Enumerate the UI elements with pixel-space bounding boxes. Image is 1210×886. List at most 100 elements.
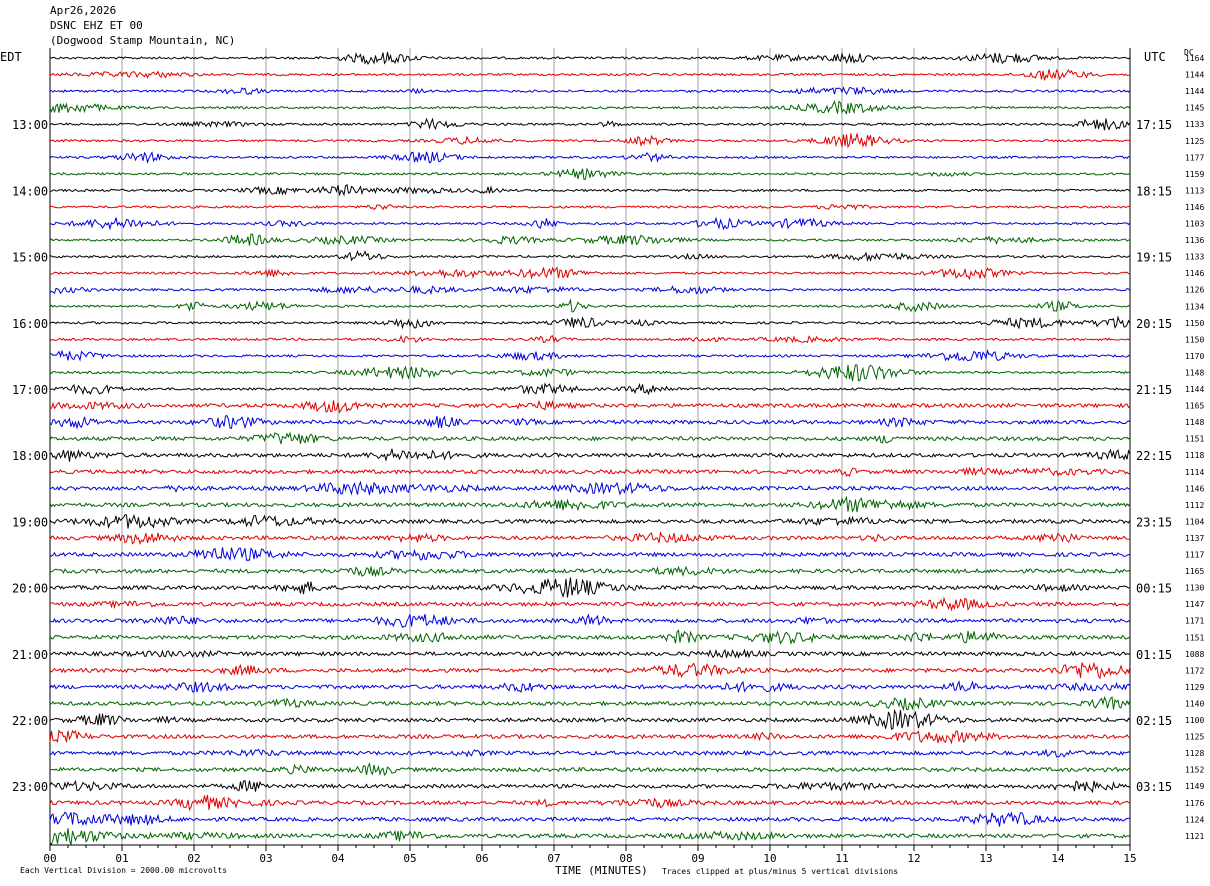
- left-hour-label: 13:00: [12, 118, 48, 132]
- right-hour-label: 20:15: [1136, 317, 1172, 331]
- dc-offset-label: 1121: [1185, 832, 1204, 841]
- dc-offset-label: 1103: [1185, 220, 1204, 229]
- dc-offset-label: 1172: [1185, 666, 1204, 675]
- trace-line: [49, 285, 1131, 296]
- trace-line: [49, 100, 1131, 115]
- trace-line: [49, 648, 1131, 659]
- dc-offset-label: 1151: [1185, 435, 1204, 444]
- trace-line: [49, 565, 1131, 578]
- dc-offset-label: 1128: [1185, 749, 1204, 758]
- dc-offset-label: 1130: [1185, 584, 1204, 593]
- plot-date: Apr26,2026: [50, 4, 117, 17]
- dc-offset-label: 1125: [1185, 137, 1204, 146]
- dc-offset-label: 1136: [1185, 236, 1204, 245]
- trace-line: [49, 531, 1131, 545]
- trace-line: [49, 399, 1131, 414]
- x-tick-label: 13: [979, 852, 992, 865]
- left-hour-label: 16:00: [12, 317, 48, 331]
- dc-offset-label: 1146: [1185, 269, 1204, 278]
- x-tick-label: 02: [187, 852, 200, 865]
- right-hour-label: 17:15: [1136, 118, 1172, 132]
- trace-line: [49, 52, 1131, 65]
- trace-line: [49, 794, 1131, 811]
- dc-offset-label: 1164: [1185, 54, 1204, 63]
- trace-line: [49, 167, 1131, 180]
- dc-offset-label: 1145: [1185, 104, 1204, 113]
- x-tick-label: 03: [259, 852, 272, 865]
- x-tick-label: 06: [475, 852, 488, 865]
- trace-line: [49, 266, 1131, 281]
- minute-grid: [49, 48, 1131, 845]
- dc-offset-label: 1125: [1185, 733, 1204, 742]
- dc-offset-label: 1177: [1185, 153, 1204, 162]
- left-hour-label: 20:00: [12, 582, 48, 596]
- dc-offset-label: 1133: [1185, 120, 1204, 129]
- trace-line: [49, 364, 1131, 382]
- trace-line: [49, 748, 1131, 758]
- dc-offset-label: 1146: [1185, 203, 1204, 212]
- trace-line: [49, 315, 1131, 330]
- dc-offset-label: 1144: [1185, 71, 1204, 80]
- trace-line: [49, 151, 1131, 164]
- trace-line: [49, 334, 1131, 344]
- dc-offset-label: 1117: [1185, 551, 1204, 560]
- dc-offset-label: 1144: [1185, 87, 1204, 96]
- row-labels: 1164 1144 1144 1145 1133 1125 1177 1159 1113 1146…: [12, 54, 1204, 841]
- right-hour-label: 19:15: [1136, 251, 1172, 265]
- trace-line: [49, 577, 1131, 599]
- dc-offset-label: 1150: [1185, 335, 1204, 344]
- dc-offset-label: 1104: [1185, 517, 1204, 526]
- trace-line: [49, 204, 1131, 211]
- trace-line: [49, 661, 1131, 680]
- trace-line: [49, 86, 1131, 96]
- right-timezone-label: UTC: [1144, 50, 1166, 64]
- trace-line: [49, 779, 1131, 794]
- x-tick-label: 07: [547, 852, 560, 865]
- dc-offset-label: 1112: [1185, 501, 1204, 510]
- trace-line: [49, 249, 1131, 263]
- dc-offset-label: 1124: [1185, 815, 1204, 824]
- left-hour-label: 18:00: [12, 449, 48, 463]
- trace-line: [49, 480, 1131, 496]
- dc-offset-label: 1113: [1185, 186, 1204, 195]
- dc-offset-label: 1140: [1185, 699, 1204, 708]
- trace-line: [49, 382, 1131, 396]
- dc-offset-label: 1159: [1185, 170, 1204, 179]
- right-hour-label: 22:15: [1136, 449, 1172, 463]
- dc-offset-label: 1118: [1185, 451, 1204, 460]
- clip-note: Traces clipped at plus/minus 5 vertical …: [662, 867, 899, 876]
- dc-offset-label: 1100: [1185, 716, 1204, 725]
- trace-line: [49, 431, 1131, 445]
- seismic-traces: [49, 52, 1131, 846]
- trace-line: [49, 547, 1131, 562]
- dc-offset-label: 1144: [1185, 385, 1204, 394]
- x-tick-label: 05: [403, 852, 416, 865]
- x-tick-label: 12: [907, 852, 920, 865]
- right-hour-label: 02:15: [1136, 714, 1172, 728]
- trace-line: [49, 729, 1131, 745]
- dc-offset-label: 1129: [1185, 683, 1204, 692]
- trace-line: [49, 708, 1131, 730]
- trace-line: [49, 448, 1131, 463]
- x-tick-label: 00: [43, 852, 56, 865]
- station-code: DSNC EHZ ET 00: [50, 19, 143, 32]
- trace-line: [49, 233, 1131, 246]
- dc-offset-label: 1170: [1185, 352, 1204, 361]
- trace-line: [49, 183, 1131, 197]
- dc-offset-label: 1148: [1185, 368, 1204, 377]
- dc-offset-label: 1149: [1185, 782, 1204, 791]
- trace-line: [49, 466, 1131, 478]
- x-tick-label: 09: [691, 852, 704, 865]
- left-timezone-label: EDT: [0, 50, 22, 64]
- trace-line: [49, 513, 1131, 530]
- trace-line: [49, 216, 1131, 231]
- dc-offset-label: 1150: [1185, 319, 1204, 328]
- left-hour-label: 17:00: [12, 383, 48, 397]
- trace-line: [49, 348, 1131, 362]
- dc-offset-label: 1171: [1185, 617, 1204, 626]
- trace-line: [49, 828, 1131, 846]
- dc-offset-label: 1126: [1185, 286, 1204, 295]
- x-tick-label: 11: [835, 852, 848, 865]
- x-tick-label: 01: [115, 852, 128, 865]
